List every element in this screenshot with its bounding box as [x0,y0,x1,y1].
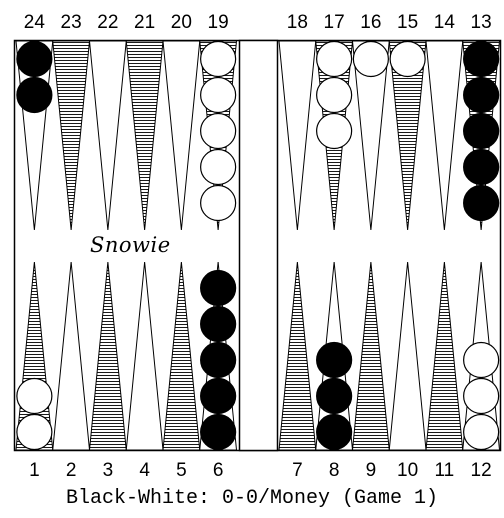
black-checker[interactable] [463,76,500,114]
point-5[interactable] [162,261,201,451]
point-label: 14 [434,12,456,33]
black-checker[interactable] [200,377,237,415]
black-checker[interactable] [16,40,53,78]
point-20[interactable] [162,40,201,231]
point-label: 3 [103,460,114,481]
point-label: 11 [435,460,455,481]
point-label: 20 [171,12,192,33]
point-label: 18 [287,12,308,33]
point-label: 19 [208,12,229,33]
bar [238,39,279,452]
point-label: 16 [360,12,381,33]
black-checker[interactable] [463,148,500,186]
point-7[interactable] [278,261,317,451]
point-21[interactable] [125,40,164,231]
white-checker[interactable] [16,413,53,451]
checkers-layer [16,40,500,451]
white-checker[interactable] [16,377,53,415]
white-checker[interactable] [352,40,389,78]
match-status: Black-White: 0-0/Money (Game 1) [65,487,439,510]
white-checker[interactable] [463,341,500,379]
white-checker[interactable] [200,112,237,150]
black-checker[interactable] [463,184,500,222]
white-checker[interactable] [463,377,500,415]
point-10[interactable] [388,261,427,451]
point-label: 15 [397,12,418,33]
point-label: 8 [329,460,340,481]
black-checker[interactable] [200,341,237,379]
white-checker[interactable] [463,413,500,451]
point-23[interactable] [52,40,91,231]
point-label: 13 [471,12,492,33]
point-label: 22 [97,12,118,33]
black-checker[interactable] [463,112,500,150]
point-label: 17 [324,12,345,33]
point-label: 12 [471,460,492,481]
white-checker[interactable] [200,40,237,78]
black-checker[interactable] [200,305,237,343]
point-label: 7 [292,460,303,481]
black-checker[interactable] [16,76,53,114]
point-3[interactable] [88,261,127,451]
white-checker[interactable] [389,40,426,78]
point-label: 10 [397,460,418,481]
white-checker[interactable] [200,76,237,114]
white-checker[interactable] [200,184,237,222]
black-checker[interactable] [316,377,353,415]
white-checker[interactable] [316,40,353,78]
black-checker[interactable] [316,413,353,451]
point-11[interactable] [425,261,464,451]
point-label: 1 [29,460,40,481]
white-checker[interactable] [200,148,237,186]
point-label: 21 [134,12,155,33]
snowie-logo: Snowie [90,233,171,257]
point-label: 5 [176,460,187,481]
point-label: 9 [366,460,377,481]
white-checker[interactable] [316,76,353,114]
point-label: 4 [139,460,150,481]
point-label: 24 [24,12,46,33]
black-checker[interactable] [316,341,353,379]
point-18[interactable] [278,40,317,231]
point-label: 23 [61,12,82,33]
point-2[interactable] [52,261,91,451]
point-22[interactable] [88,40,127,231]
point-4[interactable] [125,261,164,451]
black-checker[interactable] [200,269,237,307]
black-checker[interactable] [200,413,237,451]
point-label: 2 [66,460,77,481]
point-14[interactable] [425,40,464,231]
point-9[interactable] [351,261,390,451]
point-label: 6 [213,460,224,481]
backgammon-board: 241232223214205196187178169151014111312 … [13,12,502,481]
white-checker[interactable] [316,112,353,150]
black-checker[interactable] [463,40,500,78]
